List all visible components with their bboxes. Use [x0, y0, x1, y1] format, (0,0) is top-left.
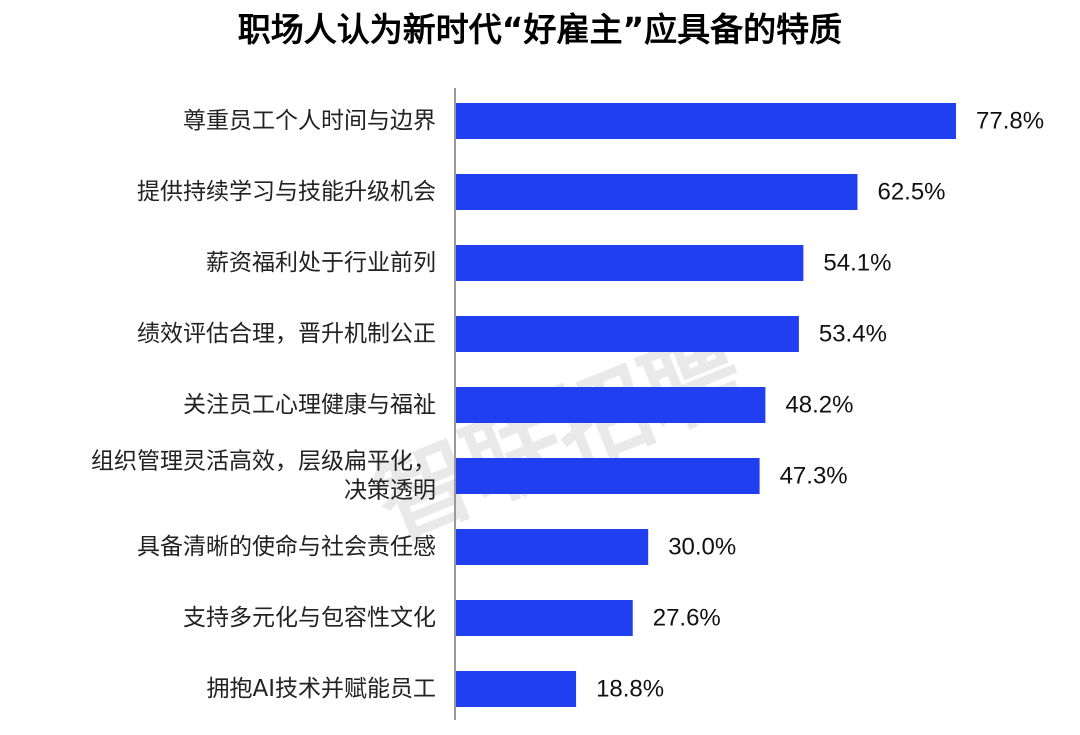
bar — [455, 529, 649, 565]
bar — [455, 600, 633, 636]
category-label: 绩效评估合理，晋升机制公正 — [137, 321, 436, 347]
category-label-line: 绩效评估合理，晋升机制公正 — [137, 321, 436, 347]
chart-title: 职场人认为新时代“好雇主”应具备的特质 — [237, 10, 843, 49]
bar — [455, 174, 858, 210]
category-label: 支持多元化与包容性文化 — [183, 605, 436, 631]
category-label: 薪资福利处于行业前列 — [206, 250, 436, 276]
category-label: 尊重员工个人时间与边界 — [183, 108, 436, 134]
data-label: 77.8% — [976, 108, 1044, 135]
category-label-line: 尊重员工个人时间与边界 — [183, 108, 436, 134]
bar — [455, 316, 799, 352]
data-label: 47.3% — [780, 463, 848, 490]
category-label: 组织管理灵活高效，层级扁平化， 决策透明 — [91, 449, 436, 504]
category-label-line: 组织管理灵活高效，层级扁平化， — [91, 449, 436, 475]
category-label-line: 具备清晰的使命与社会责任感 — [137, 534, 436, 560]
data-label: 48.2% — [785, 392, 853, 419]
data-label: 62.5% — [877, 179, 945, 206]
category-label-line: 提供持续学习与技能升级机会 — [137, 179, 436, 205]
bar — [455, 103, 956, 139]
bar — [455, 458, 760, 494]
category-label: 具备清晰的使命与社会责任感 — [137, 534, 436, 560]
bar — [455, 387, 766, 423]
bar — [455, 671, 577, 707]
category-label-line: 拥抱AI技术并赋能员工 — [206, 676, 436, 702]
category-label-line: 决策透明 — [344, 478, 436, 504]
category-label-line: 薪资福利处于行业前列 — [206, 250, 436, 276]
data-label: 18.8% — [596, 676, 664, 703]
data-label: 53.4% — [819, 321, 887, 348]
data-label: 27.6% — [653, 605, 721, 632]
bars-layer: 77.8% 尊重员工个人时间与边界 62.5% 提供持续学习与技能升级机会 54.1% 薪… — [91, 103, 1044, 707]
category-label: 关注员工心理健康与福祉 — [183, 392, 436, 418]
bar — [455, 245, 804, 281]
category-label: 拥抱AI技术并赋能员工 — [206, 676, 436, 702]
data-label: 54.1% — [823, 250, 891, 277]
data-label: 30.0% — [668, 534, 736, 561]
category-label-line: 关注员工心理健康与福祉 — [183, 392, 436, 418]
category-label-line: 支持多元化与包容性文化 — [183, 605, 436, 631]
category-label: 提供持续学习与技能升级机会 — [137, 179, 436, 205]
